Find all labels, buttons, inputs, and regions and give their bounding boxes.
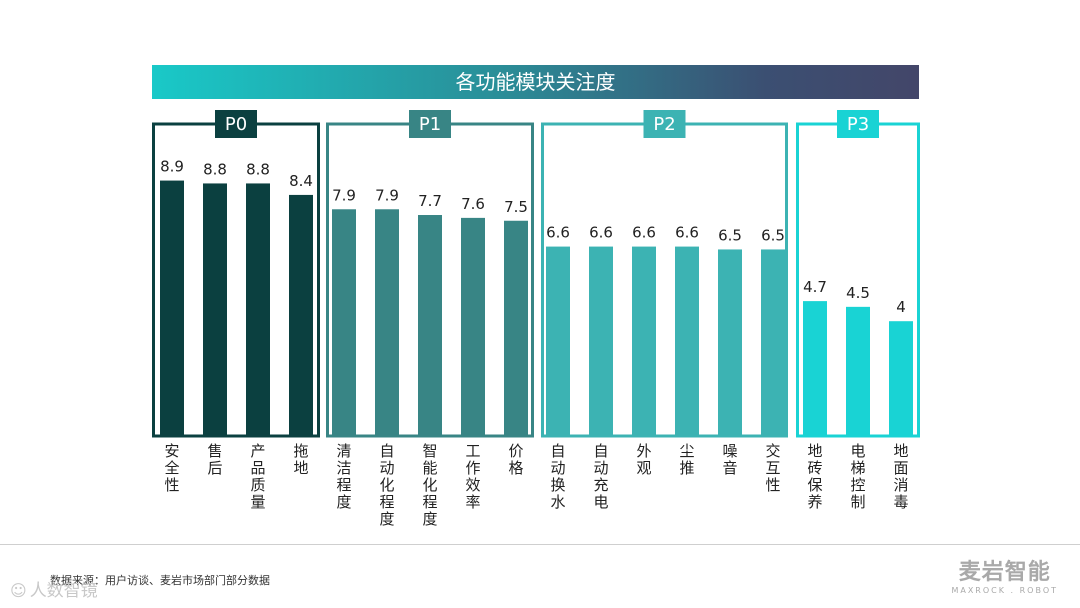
chart-title: 各功能模块关注度: [152, 65, 919, 99]
bar-p2-3: [675, 246, 699, 436]
data-label-p3-2: 4: [896, 298, 906, 316]
data-label-p0-0: 8.9: [160, 158, 184, 176]
group-label-p0: P0: [225, 114, 247, 135]
category-label-p0-0: 安全性: [164, 442, 180, 494]
data-label-p1-0: 7.9: [332, 186, 356, 204]
bar-p0-0: [160, 180, 184, 436]
bar-p0-1: [203, 183, 227, 436]
category-label-p0-3: 拖地: [293, 442, 309, 477]
bar-p1-1: [375, 209, 399, 436]
bar-p1-2: [418, 215, 442, 436]
bar-p2-1: [589, 246, 613, 436]
category-label-p2-1: 自动充电: [593, 442, 609, 511]
category-label-p1-3: 工作效率: [465, 442, 481, 511]
category-label-p1-0: 清洁程度: [336, 442, 352, 511]
group-label-p2: P2: [653, 114, 675, 135]
category-label-p1-1: 自动化程度: [379, 442, 395, 528]
footer-divider: [0, 544, 1080, 545]
data-label-p0-3: 8.4: [289, 172, 313, 190]
data-label-p2-1: 6.6: [589, 224, 613, 242]
data-label-p1-4: 7.5: [504, 198, 528, 216]
bar-p1-4: [504, 220, 528, 436]
data-label-p2-2: 6.6: [632, 224, 656, 242]
group-tag-p0: [215, 110, 257, 138]
category-label-p2-2: 外观: [636, 442, 652, 477]
data-label-p1-2: 7.7: [418, 192, 442, 210]
bar-p0-3: [289, 194, 313, 436]
data-label-p2-5: 6.5: [761, 226, 785, 244]
bar-p0-2: [246, 183, 270, 436]
data-label-p0-1: 8.8: [203, 160, 227, 178]
bar-p1-3: [461, 217, 485, 436]
category-label-p2-3: 尘推: [679, 442, 695, 477]
data-label-p2-4: 6.5: [718, 226, 742, 244]
category-label-p2-4: 噪音: [722, 442, 738, 477]
data-label-p2-0: 6.6: [546, 224, 570, 242]
group-tag-p3: [837, 110, 879, 138]
group-frame-p2: [541, 122, 788, 438]
data-label-p2-3: 6.6: [675, 224, 699, 242]
category-label-p2-0: 自动换水: [550, 442, 566, 511]
bar-chart: P0 8.9 8.8 8.8 8.4 P1 7.9 7.9 7.7 7.6 7.5 P2 6.6 6.6 6…: [152, 110, 920, 438]
bar-p2-5: [761, 249, 785, 436]
data-label-p1-3: 7.6: [461, 195, 485, 213]
bar-p3-2: [889, 321, 913, 436]
group-label-p1: P1: [419, 114, 441, 135]
brand-name: 麦岩智能: [958, 560, 1051, 585]
category-label-p1-4: 价格: [508, 442, 524, 477]
data-label-p0-2: 8.8: [246, 160, 270, 178]
bar-p2-4: [718, 249, 742, 436]
data-label-p1-1: 7.9: [375, 186, 399, 204]
bar-p2-0: [546, 246, 570, 436]
group-tag-p2: [643, 110, 686, 138]
watermark: ☺ 人数智镜: [10, 576, 98, 601]
category-label-p3-0: 地砖保养: [807, 442, 823, 511]
brand-tagline: MAXROCK . ROBOT: [951, 586, 1058, 595]
data-label-p3-1: 4.5: [846, 284, 870, 302]
category-label-p0-2: 产品质量: [250, 442, 266, 511]
bar-p3-1: [846, 306, 870, 436]
category-label-p3-1: 电梯控制: [850, 442, 866, 511]
bar-p3-0: [803, 301, 827, 436]
bar-p1-0: [332, 209, 356, 436]
data-label-p3-0: 4.7: [803, 278, 827, 296]
data-source-note: 数据来源：用户访谈、麦岩市场部门部分数据: [50, 574, 270, 587]
group-tag-p1: [409, 110, 451, 138]
watermark-text: 人数智镜: [29, 581, 98, 601]
watermark-logo-icon: ☺: [10, 581, 27, 600]
brand-logo: 麦岩智能 MAXROCK . ROBOT: [951, 560, 1058, 596]
group-label-p3: P3: [847, 114, 869, 135]
bar-p2-2: [632, 246, 656, 436]
category-label-p2-5: 交互性: [765, 442, 781, 494]
category-label-p1-2: 智能化程度: [422, 442, 438, 528]
category-label-p0-1: 售后: [207, 442, 223, 477]
category-label-p3-2: 地面消毒: [893, 442, 909, 511]
